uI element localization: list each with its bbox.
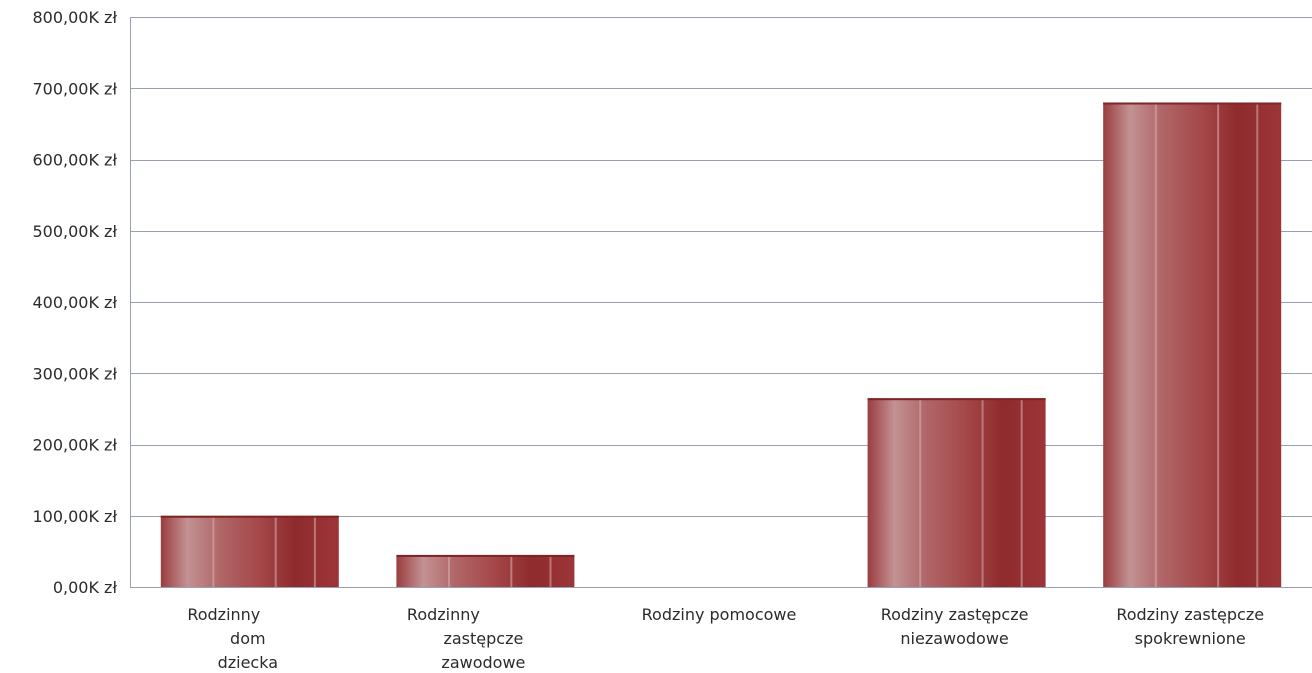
bars	[160, 102, 1282, 587]
bar	[160, 515, 339, 587]
x-tick-label: Rodzinny zastępcze zawodowe	[407, 605, 525, 672]
y-tick-label: 500,00K zł	[32, 222, 117, 241]
y-tick-label: 600,00K zł	[32, 151, 117, 170]
y-tick-label: 300,00K zł	[32, 364, 117, 383]
x-tick-label: Rodziny zastępcze niezawodowe	[881, 605, 1029, 648]
axes	[130, 17, 1312, 588]
bar	[396, 554, 575, 587]
x-tick-label: Rodziny pomocowe	[642, 605, 797, 624]
y-tick-label: 0,00K zł	[53, 578, 118, 597]
y-tick-label: 700,00K zł	[32, 79, 117, 98]
grid-lines	[130, 17, 1312, 517]
y-tick-label: 400,00K zł	[32, 293, 117, 312]
x-tick-label: Rodzinny dom dziecka	[187, 605, 278, 672]
y-tick-label: 100,00K zł	[32, 507, 117, 526]
bar	[1103, 102, 1282, 587]
y-tick-label: 200,00K zł	[32, 436, 117, 455]
y-tick-label: 800,00K zł	[32, 8, 117, 27]
x-axis-category-labels: Rodzinny dom dziecka Rodzinny zastępcze zawod…	[187, 605, 1264, 672]
y-axis-tick-labels: 0,00K zł 100,00K zł 200,00K zł 300,00K zł 40…	[32, 8, 117, 597]
x-tick-label: Rodziny zastępcze spokrewnione	[1116, 605, 1264, 648]
bar	[867, 398, 1046, 587]
